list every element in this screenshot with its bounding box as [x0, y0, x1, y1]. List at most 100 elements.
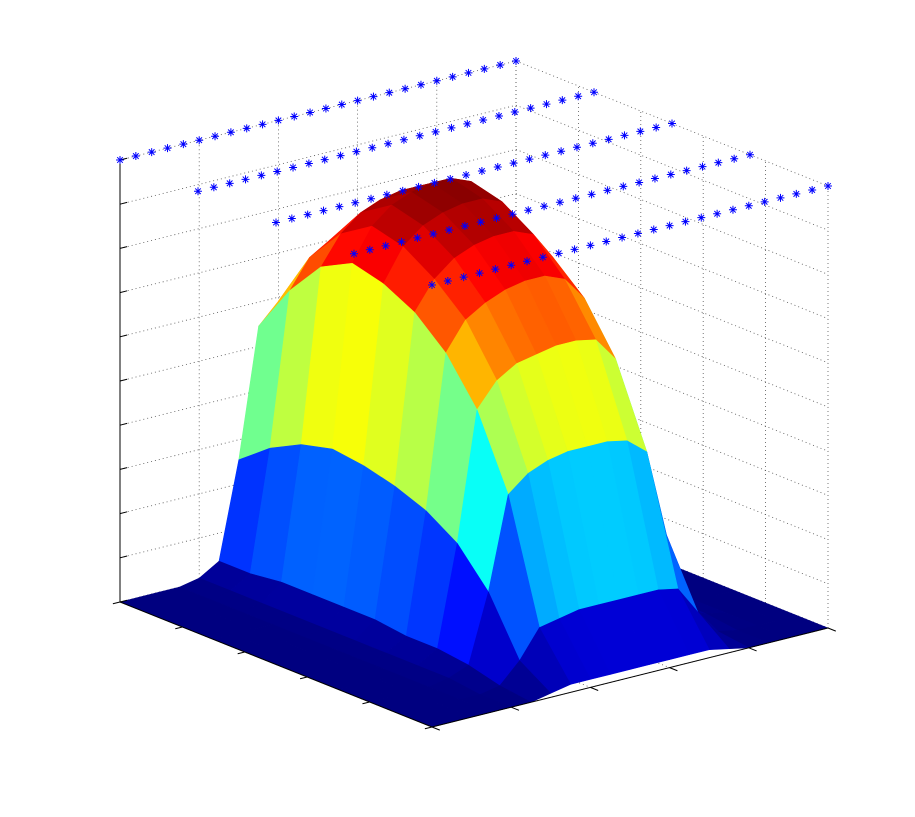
marker — [429, 229, 438, 238]
y-tick — [748, 647, 757, 652]
y-tick — [669, 667, 678, 672]
marker — [368, 143, 377, 152]
marker — [476, 218, 485, 227]
grid-line — [119, 149, 517, 249]
marker — [477, 167, 486, 176]
x-tick — [112, 601, 121, 605]
marker — [507, 261, 516, 270]
marker — [321, 104, 330, 113]
marker — [416, 80, 425, 89]
marker — [397, 237, 406, 246]
marker — [448, 72, 457, 81]
marker — [479, 115, 488, 124]
marker — [306, 108, 315, 117]
marker — [524, 206, 533, 215]
marker — [588, 139, 597, 148]
marker — [225, 179, 234, 188]
marker — [445, 225, 454, 234]
x-tick — [362, 701, 370, 705]
marker — [226, 128, 235, 137]
marker — [587, 190, 596, 199]
marker — [526, 104, 535, 113]
z-tick — [119, 599, 128, 603]
marker — [385, 88, 394, 97]
marker — [475, 269, 484, 278]
marker — [289, 163, 298, 172]
marker — [194, 187, 202, 196]
marker — [697, 213, 706, 222]
marker — [131, 152, 140, 161]
grid-line — [119, 60, 517, 161]
marker — [540, 202, 549, 211]
marker — [666, 170, 675, 179]
z-tick — [119, 334, 128, 338]
marker — [447, 123, 456, 132]
marker — [462, 170, 471, 179]
y-tick — [590, 686, 599, 691]
marker — [431, 127, 440, 136]
marker — [242, 124, 251, 133]
marker — [808, 185, 817, 194]
marker — [730, 154, 739, 163]
marker — [304, 159, 313, 168]
marker — [665, 221, 674, 230]
z-tick — [119, 201, 128, 205]
marker — [571, 194, 580, 203]
marker — [428, 281, 436, 289]
marker — [494, 112, 503, 121]
marker — [554, 249, 563, 258]
marker — [443, 277, 452, 286]
marker — [652, 123, 661, 132]
z-tick — [119, 246, 128, 249]
marker — [319, 206, 328, 215]
marker — [636, 127, 645, 136]
marker — [384, 139, 393, 148]
marker — [459, 273, 468, 282]
marker — [620, 131, 629, 140]
grid-line — [515, 104, 829, 231]
marker — [496, 60, 505, 69]
marker — [337, 100, 346, 109]
marker — [698, 162, 707, 171]
marker — [382, 190, 391, 199]
marker — [463, 119, 472, 128]
x-tick — [175, 626, 183, 630]
marker — [464, 68, 473, 77]
marker — [760, 197, 769, 206]
marker — [287, 214, 296, 223]
marker — [557, 147, 566, 156]
marker — [714, 158, 723, 167]
marker — [523, 257, 532, 266]
marker — [744, 201, 753, 210]
marker — [525, 155, 534, 164]
marker — [274, 116, 283, 125]
marker — [590, 88, 598, 97]
marker — [776, 193, 785, 202]
marker — [351, 198, 360, 207]
marker — [195, 136, 204, 145]
marker — [509, 159, 518, 168]
x-tick — [237, 651, 245, 655]
marker — [353, 96, 362, 105]
marker — [510, 108, 519, 117]
marker — [303, 210, 312, 219]
marker — [352, 147, 361, 156]
marker — [538, 253, 547, 262]
marker — [618, 233, 627, 242]
marker — [209, 183, 218, 192]
y-tick — [827, 627, 836, 632]
marker — [116, 156, 124, 164]
marker — [604, 135, 613, 144]
marker — [211, 132, 220, 141]
x-tick — [299, 676, 308, 680]
marker — [480, 64, 489, 73]
marker — [682, 166, 691, 175]
marker — [603, 186, 612, 195]
marker — [713, 209, 722, 218]
marker — [163, 144, 172, 153]
marker — [257, 171, 266, 180]
marker — [508, 210, 517, 219]
marker — [446, 174, 455, 183]
